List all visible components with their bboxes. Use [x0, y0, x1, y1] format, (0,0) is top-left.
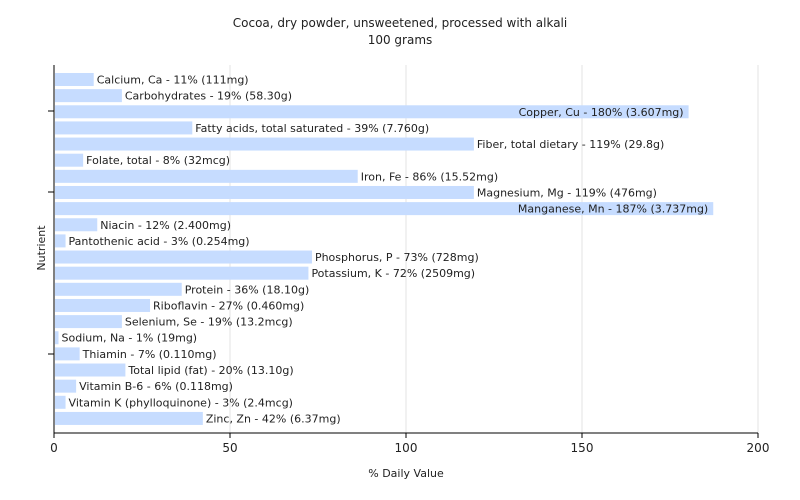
bar-label-20: Vitamin K (phylloquinone) - 3% (2.4mcg)	[69, 396, 293, 409]
bar-6	[55, 169, 358, 183]
bar-12	[55, 266, 309, 280]
bar-21	[55, 411, 203, 425]
bar-11	[55, 250, 312, 264]
bar-4	[55, 137, 474, 151]
bars: Calcium, Ca - 11% (111mg) Carbohydrates -…	[55, 73, 714, 425]
bar-label-13: Protein - 36% (18.10g)	[185, 283, 310, 296]
bar-9	[55, 218, 98, 232]
bar-label-7: Magnesium, Mg - 119% (476mg)	[477, 186, 657, 199]
bar-16	[55, 331, 59, 345]
bar-label-10: Pantothenic acid - 3% (0.254mg)	[69, 235, 250, 248]
bar-14	[55, 298, 151, 312]
bar-20	[55, 395, 66, 409]
bar-2	[55, 105, 689, 119]
x-ticks: 0 50 100 150 200	[50, 433, 769, 455]
axes	[48, 65, 758, 434]
bar-label-9: Niacin - 12% (2.400mg)	[100, 219, 231, 232]
bar-8	[55, 202, 714, 216]
bar-17	[55, 347, 80, 361]
bar-0	[55, 73, 94, 86]
bar-label-0: Calcium, Ca - 11% (111mg)	[97, 74, 249, 87]
bar-15	[55, 315, 122, 329]
bar-19	[55, 379, 77, 393]
bar-7	[55, 185, 474, 199]
bar-label-21: Zinc, Zn - 42% (6.37mg)	[206, 412, 341, 425]
y-axis-label: Nutrient	[35, 225, 48, 271]
bar-10	[55, 234, 66, 248]
x-tick-label-100: 100	[395, 441, 418, 455]
bar-18	[55, 363, 126, 377]
gridlines	[229, 65, 759, 433]
bar-label-14: Riboflavin - 27% (0.460mg)	[153, 299, 304, 312]
bar-label-12: Potassium, K - 72% (2509mg)	[311, 267, 475, 280]
bar-label-18: Total lipid (fat) - 20% (13.10g)	[127, 364, 293, 377]
bar-1	[55, 89, 122, 103]
bar-label-8: Manganese, Mn - 187% (3.737mg)	[518, 203, 708, 216]
bar-label-17: Thiamin - 7% (0.110mg)	[82, 348, 217, 361]
chart-title: Cocoa, dry powder, unsweetened, processe…	[233, 16, 567, 30]
x-tick-label-150: 150	[571, 441, 594, 455]
bar-5	[55, 153, 84, 167]
x-tick-label-200: 200	[747, 441, 770, 455]
bar-label-4: Fiber, total dietary - 119% (29.8g)	[477, 138, 664, 151]
bar-13	[55, 282, 182, 296]
bar-label-11: Phosphorus, P - 73% (728mg)	[315, 251, 479, 264]
bar-label-15: Selenium, Se - 19% (13.2mcg)	[125, 316, 293, 329]
x-tick-label-50: 50	[222, 441, 237, 455]
bar-label-16: Sodium, Na - 1% (19mg)	[62, 332, 198, 345]
bar-label-3: Fatty acids, total saturated - 39% (7.76…	[195, 122, 429, 135]
bar-label-5: Folate, total - 8% (32mcg)	[86, 154, 230, 167]
bar-label-6: Iron, Fe - 86% (15.52mg)	[361, 170, 498, 183]
x-tick-label-0: 0	[50, 441, 58, 455]
bar-label-1: Carbohydrates - 19% (58.30g)	[125, 90, 292, 103]
chart-subtitle: 100 grams	[368, 33, 433, 47]
bar-label-2: Copper, Cu - 180% (3.607mg)	[519, 106, 684, 119]
bar-3	[55, 121, 193, 135]
x-axis-label: % Daily Value	[368, 467, 444, 480]
bar-label-19: Vitamin B-6 - 6% (0.118mg)	[79, 380, 233, 393]
